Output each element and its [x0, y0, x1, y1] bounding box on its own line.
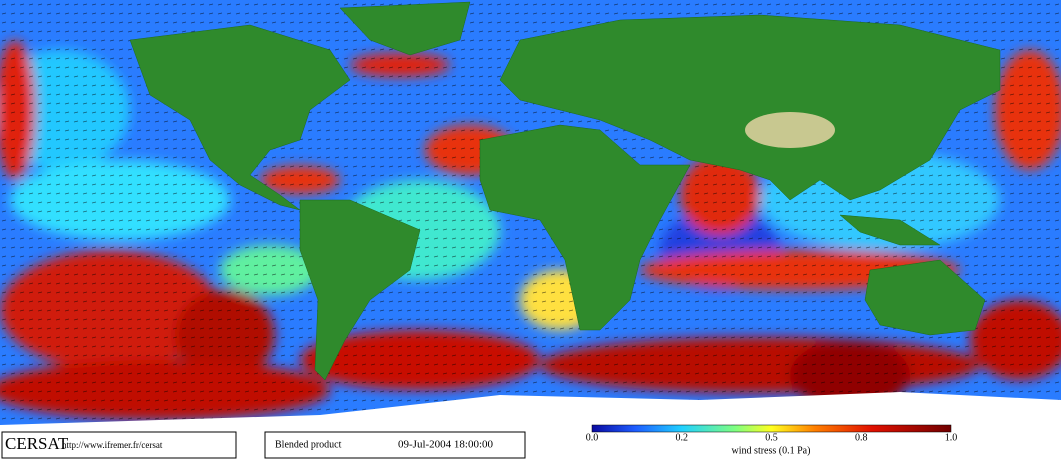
colorbar-tick-label: 0.5	[765, 432, 778, 443]
colorbar	[591, 424, 952, 433]
credit-url: http://www.ifremer.fr/cersat	[62, 440, 163, 450]
colorbar-label: wind stress (0.1 Pa)	[732, 445, 811, 456]
colorbar-tick-label: 0.2	[676, 432, 689, 443]
product-name: Blended product	[275, 439, 342, 450]
colorbar-tick-label: 0.0	[586, 432, 599, 443]
colorbar-ticks: 0.0 0.2 0.5 0.8 1.0	[586, 432, 958, 443]
credit-box	[1, 431, 237, 459]
colorbar-tick-label: 0.8	[855, 432, 868, 443]
land	[129, 1, 1001, 381]
product-date: 09-Jul-2004 18:00:00	[398, 439, 494, 451]
product-box	[264, 431, 526, 459]
colorbar-tick-label: 1.0	[945, 432, 958, 443]
antarctica	[0, 392, 1061, 430]
credit-name: CERSAT	[5, 434, 69, 453]
